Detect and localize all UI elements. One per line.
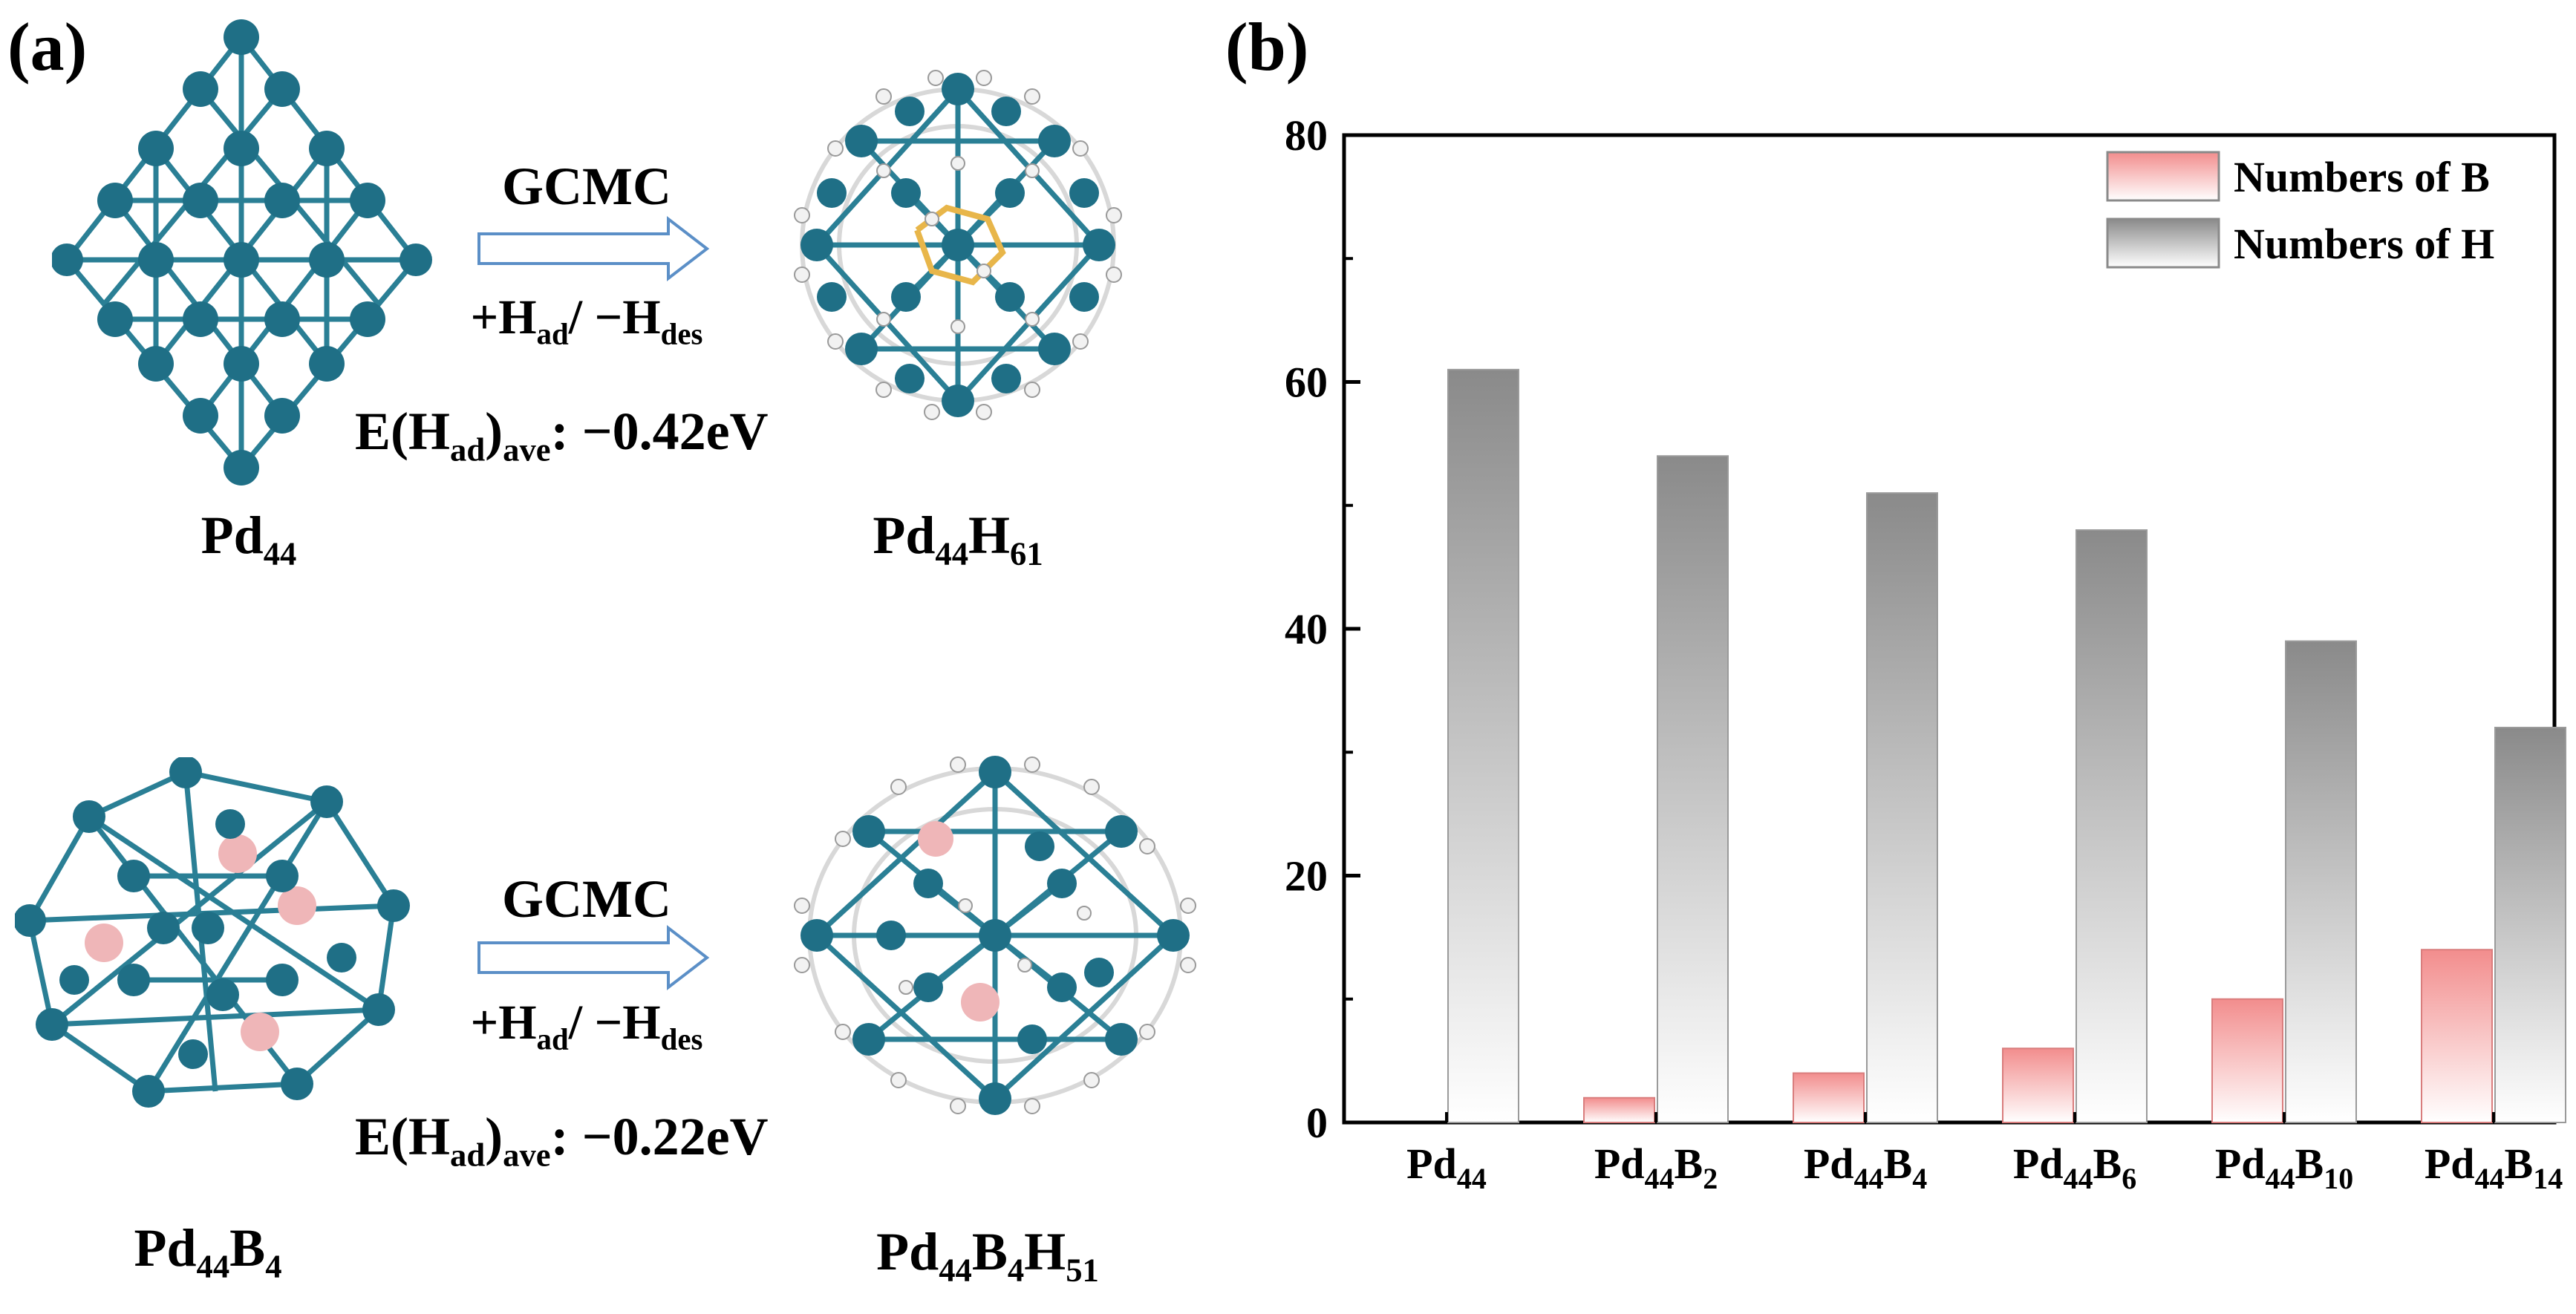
pd44b4h51-caption: Pd44B4H51 [832,1221,1144,1290]
legend-swatch-b [2106,151,2220,202]
hads-process-top-s1: ad [536,317,569,351]
bar-numbers-of-b [1583,1096,1655,1123]
energy-label-top: E(Had)ave: −0.42eV [355,401,769,469]
gcmc-label-top: GCMC [502,157,671,216]
y-tick-label: 60 [1285,359,1328,407]
bar-numbers-of-b [1793,1072,1865,1123]
bar-numbers-of-h [1447,368,1519,1123]
bar-numbers-of-b [2421,949,2493,1123]
pd44b4-caption: Pd44B4 [89,1217,327,1286]
arrow-right-icon-bottom [477,924,710,991]
y-axis: 0 20 40 60 80 [1285,111,1360,1147]
energy-top-p3: : −0.42eV [550,402,769,461]
legend: Numbers of B Numbers of H [2106,151,2494,269]
pd44b4h51-s1: 44 [939,1251,972,1289]
energy-label-bottom: E(Had)ave: −0.22eV [355,1106,769,1174]
pd44b4h51-s3: 51 [1066,1251,1099,1289]
pd44-caption-base: Pd [200,506,264,565]
plot-frame [1342,133,2557,1125]
pd44b4-s1: 44 [196,1247,230,1285]
pd44b4-p2: B [229,1218,266,1278]
pd44h61-s2: 61 [1010,535,1043,572]
hads-process-bottom-p2: / −H [568,996,661,1050]
pd44h61-s1: 44 [935,535,968,572]
hads-process-bottom-s1: ad [536,1022,569,1056]
bar-numbers-of-b [2211,998,2283,1123]
legend-swatch-h [2106,218,2220,269]
y-tick-label: 80 [1285,111,1328,160]
bar-numbers-of-h [2076,529,2148,1123]
legend-label-b: Numbers of B [2234,153,2490,201]
energy-top-s2: ave [503,431,551,468]
pd44b4h51-s2: 4 [1007,1251,1025,1289]
y-tick-label: 40 [1285,605,1328,653]
bar-numbers-of-h [2285,640,2357,1123]
x-tick-label: Pd44B6 [2013,1140,2136,1195]
x-tick-label: Pd44B14 [2425,1140,2563,1195]
bar-numbers-of-h [1657,455,1729,1123]
pd44b4h51-p1: Pd [876,1222,939,1281]
panel-a-label: (a) [7,9,88,85]
x-tick-label: Pd44B4 [1804,1140,1927,1195]
x-tick-label: Pd44B2 [1594,1140,1718,1195]
pd44-caption-sub: 44 [263,535,297,572]
y-tick-label: 0 [1306,1099,1328,1147]
pd44b4h51-cluster-image [794,756,1196,1115]
gcmc-label-bottom: GCMC [502,869,671,929]
pd44h61-p1: Pd [873,506,936,565]
bar-numbers-of-h [1866,492,1938,1123]
x-tick-label: Pd44 [1406,1140,1487,1195]
energy-top-p1: E(H [355,402,451,461]
hads-process-bottom: +Had/ −Hdes [416,995,757,1056]
panel-b-label: (b) [1225,9,1309,85]
bar-numbers-of-b [2002,1047,2074,1123]
pd44b4h51-p2: B [971,1222,1008,1281]
hads-process-bottom-s2: des [660,1022,703,1056]
hads-process-top-p2: / −H [568,290,661,344]
pd44h61-cluster-image [794,70,1122,420]
pd44h61-caption: Pd44H61 [824,505,1092,573]
energy-top-s1: ad [450,431,486,468]
x-axis-labels: Pd44 Pd44B2 Pd44B4 Pd44B6 Pd44B10 Pd44B14 [1406,1140,2563,1195]
energy-bottom-p1: E(H [355,1107,451,1166]
pd44b4-s2: 4 [265,1247,282,1285]
bar-numbers-of-h [2494,727,2566,1123]
legend-label-h: Numbers of H [2234,220,2494,268]
pd44-cluster-image [52,19,432,486]
energy-top-p2: ) [485,402,503,461]
energy-bottom-s1: ad [450,1136,486,1174]
pd44b4-cluster-image [15,757,410,1108]
pd44b4h51-p3: H [1024,1222,1066,1281]
arrow-right-icon-top [477,215,710,282]
bars [1445,368,2566,1123]
pd44b4-p1: Pd [134,1218,197,1278]
pd44h61-p2: H [968,506,1011,565]
hads-process-top: +Had/ −Hdes [416,290,757,351]
x-tick-label: Pd44B10 [2215,1140,2353,1195]
y-tick-label: 20 [1285,852,1328,900]
hads-process-top-s2: des [660,317,703,351]
energy-bottom-p2: ) [485,1107,503,1166]
energy-bottom-p3: : −0.22eV [550,1107,769,1166]
pd44-caption: Pd44 [152,505,345,573]
energy-bottom-s2: ave [503,1136,551,1174]
hads-process-top-p1: +H [470,290,537,344]
hads-process-bottom-p1: +H [470,996,537,1050]
